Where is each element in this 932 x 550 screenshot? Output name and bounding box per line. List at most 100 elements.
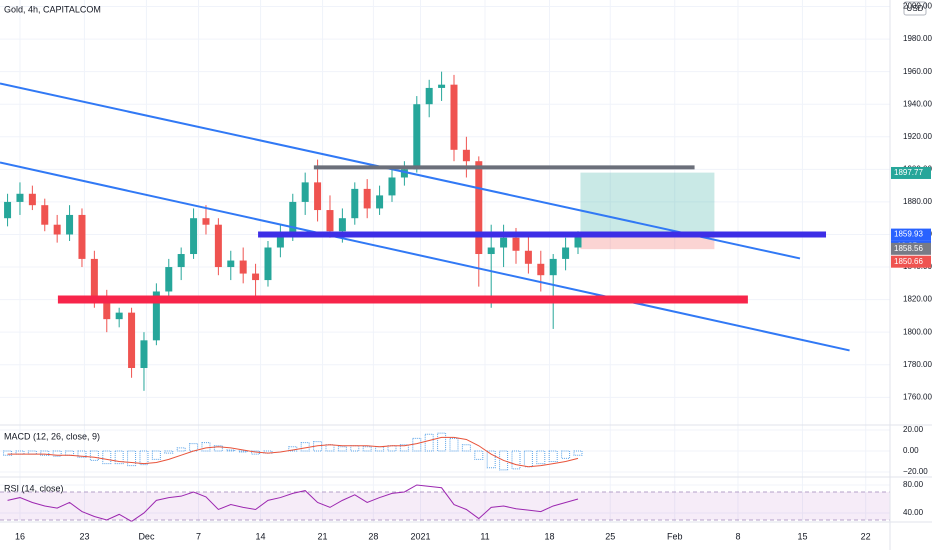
macd-histogram-bar xyxy=(523,450,533,468)
candle-body xyxy=(351,188,359,219)
price-label-box xyxy=(891,242,931,255)
macd-histogram-bar xyxy=(189,443,199,452)
drawing-line xyxy=(0,82,801,260)
y-tick-label: 1800.00 xyxy=(903,327,932,336)
macd-histogram-bar xyxy=(40,450,50,456)
candle-body xyxy=(549,258,557,276)
candle-body xyxy=(487,247,495,255)
macd-histogram-bar xyxy=(251,450,261,455)
x-tick-label: 7 xyxy=(196,531,201,541)
macd-histogram-bar xyxy=(213,445,223,452)
candle-body xyxy=(276,234,284,248)
macd-histogram-bar xyxy=(362,446,372,452)
macd-histogram-bar xyxy=(511,450,521,470)
position-loss xyxy=(580,234,715,250)
candle-body xyxy=(16,193,24,202)
drawing-line xyxy=(0,161,850,352)
macd-histogram-bar xyxy=(449,437,459,452)
macd-histogram-bar xyxy=(89,450,99,461)
candle-body xyxy=(53,224,61,235)
macd-histogram-bar xyxy=(238,450,248,453)
macd-histogram-bar xyxy=(77,450,87,458)
candle-body xyxy=(90,258,98,297)
candle-body xyxy=(326,210,334,232)
macd-histogram-bar xyxy=(437,432,447,452)
macd-histogram-bar xyxy=(548,450,558,462)
macd-histogram-bar xyxy=(499,450,509,471)
grid xyxy=(0,0,890,522)
y-tick-label: 1880.00 xyxy=(903,197,932,206)
candle-body xyxy=(41,205,49,225)
candle-body xyxy=(140,340,148,369)
y-tick-label: 40.00 xyxy=(903,508,924,517)
macd-histogram-bar xyxy=(65,450,75,456)
candle-body xyxy=(289,201,297,235)
candle-body xyxy=(314,182,322,211)
candle-body xyxy=(438,84,446,88)
candle-body xyxy=(152,291,160,341)
macd-histogram-bar xyxy=(102,450,112,465)
candle-body xyxy=(190,218,198,255)
candle-body xyxy=(363,188,371,209)
candle-body xyxy=(177,254,185,268)
y-tick-label: 1820.00 xyxy=(903,295,932,304)
macd-histogram-bar xyxy=(486,450,496,469)
price-label: 1859.93 xyxy=(894,230,923,239)
candle-body xyxy=(425,87,433,105)
currency-box[interactable] xyxy=(903,1,927,16)
macd-histogram-bar xyxy=(3,450,13,456)
y-tick-label: 1920.00 xyxy=(903,132,932,141)
macd-histogram-bar xyxy=(536,450,546,465)
x-tick-label: 16 xyxy=(15,531,25,541)
price-label: 1858.56 xyxy=(894,244,923,253)
main-pane xyxy=(0,71,850,391)
candle-body xyxy=(214,224,222,268)
y-tick-label: 1960.00 xyxy=(903,67,932,76)
x-tick-label: 25 xyxy=(605,531,615,541)
macd-histogram-bar xyxy=(176,447,186,452)
rsi-title: RSI (14, close) xyxy=(4,483,64,493)
macd-histogram-bar xyxy=(27,450,37,455)
candle-body xyxy=(28,193,36,206)
macd-histogram-bar xyxy=(350,445,360,452)
rsi-line xyxy=(7,484,579,522)
x-tick-label: 8 xyxy=(735,531,740,541)
macd-histogram-bar xyxy=(561,450,571,459)
x-tick-label: 21 xyxy=(318,531,328,541)
candle-body xyxy=(500,237,508,248)
rsi-band xyxy=(0,491,890,520)
currency[interactable]: USD xyxy=(907,4,924,13)
candle-body xyxy=(574,234,582,248)
candle-body xyxy=(128,312,136,369)
macd-title: MACD (12, 26, close, 9) xyxy=(4,431,100,441)
x-tick-label: 18 xyxy=(544,531,554,541)
macd-histogram-bar xyxy=(399,444,409,452)
y-tick-label: −20.00 xyxy=(903,467,928,476)
candle-body xyxy=(239,260,247,274)
x-tick-label: Dec xyxy=(138,531,155,541)
macd-histogram-bar xyxy=(127,450,137,467)
candle-body xyxy=(524,250,532,264)
candle-body xyxy=(115,312,123,320)
macd-histogram-bar xyxy=(375,446,385,452)
macd-histogram-bar xyxy=(52,450,62,457)
rsi-pane xyxy=(0,484,890,522)
candle-body xyxy=(512,237,520,251)
candle-body xyxy=(4,201,12,219)
macd-histogram-bar xyxy=(474,450,484,460)
candle-body xyxy=(537,263,545,276)
macd-histogram-bar xyxy=(151,450,161,460)
x-tick-label: 28 xyxy=(368,531,378,541)
macd-histogram-bar xyxy=(201,442,211,452)
macd-histogram-bar xyxy=(325,444,335,452)
candle-body xyxy=(252,273,260,281)
y-tick-label: 2000.00 xyxy=(903,2,932,11)
y-tick-label: 1760.00 xyxy=(903,392,932,401)
candle-body xyxy=(475,161,483,255)
x-tick-label: 2021 xyxy=(410,531,430,541)
macd-histogram-bar xyxy=(461,444,471,452)
chart-title: Gold, 4h, CAPITALCOM xyxy=(4,4,101,14)
candle-body xyxy=(227,260,235,268)
